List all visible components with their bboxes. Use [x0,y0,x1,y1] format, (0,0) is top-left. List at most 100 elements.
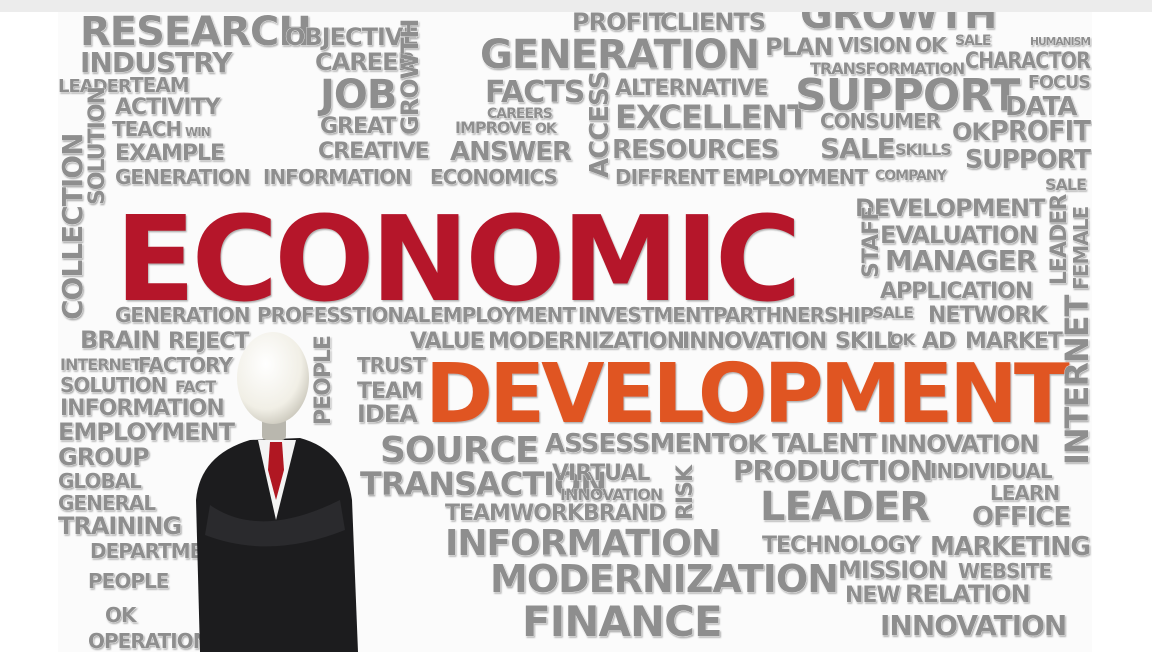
word: RESEARCH [80,9,311,55]
word: TEAM [357,379,422,404]
word: COMPANY [875,168,948,184]
word: AD [922,329,956,354]
word: SALE [872,303,913,322]
word: SALE [820,132,895,165]
word: BRAIN [80,326,159,354]
word: OFFICE [972,502,1070,532]
word: GROUP [58,443,149,471]
word: VALUE [410,329,484,354]
word: ALTERNATIVE [615,76,767,101]
word: PEOPLE [311,336,336,425]
word: OPERATION [88,629,208,652]
word: EMPLOYMENT [58,418,236,446]
word: SALE [1045,175,1086,194]
word: STAFF [859,207,884,278]
word: ASSESSMENT [545,429,730,459]
word: DATA [1005,92,1077,122]
word: TRUST [357,353,427,377]
word: GREAT [320,114,396,139]
word: FOCUS [1028,72,1090,93]
word: PLAN [765,33,833,61]
word: CREATIVE [318,139,429,164]
word: EMPLOYMENT [430,303,576,327]
word: INFORMATION [445,523,720,564]
word: NEW [845,583,900,608]
word: LEADER [1047,194,1072,285]
word: MARKETING [930,532,1090,562]
word: FINANCE [522,597,722,646]
word: CONSUMER [820,109,941,133]
word: OK [952,118,991,146]
word: IDEA [357,400,418,428]
word: TRAINING [58,512,181,540]
word: JOB [317,72,396,118]
word: INDIVIDUAL [930,459,1053,483]
businessman [196,332,358,652]
word: TEACH [112,117,181,141]
tie [268,442,284,500]
word: HUMANISM [1030,35,1090,48]
word: INFORMATION [60,396,224,421]
word: ECONOMIC [115,190,798,328]
word: PROFESSTIONAL [257,303,431,327]
word: SUPPORT [795,70,1020,121]
word: REJECT [168,329,249,354]
word: ECONOMICS [430,165,557,189]
word: NETWORK [928,303,1048,328]
word: VISION [838,33,911,57]
word: INNOVATION [880,609,1066,642]
word: FEMALE [1069,207,1093,290]
word: TECHNOLOGY [762,533,921,558]
word: CAREER [315,48,415,76]
word: MODERNIZATION [488,329,684,354]
word: PRODUCTION [733,454,932,487]
word: CLIENTS [660,8,765,36]
word: INNOVATION [880,430,1038,458]
word: CAREERS [487,106,553,122]
word: LEADER [760,484,929,530]
word: PROFIT [990,114,1091,147]
word: INDUSTRY [80,46,233,79]
word: SOLUTION [60,373,167,397]
word: SKILLS [895,140,951,159]
word: GENERATION [480,32,759,78]
crossed-arms [205,500,345,547]
word: TALENT [772,429,877,459]
word: TRANSACTION [360,465,606,503]
word: ACCESS [585,72,615,178]
word: GENERATION [115,303,250,327]
word: TEAMWORK [445,501,585,526]
word: EXCELLENT [615,98,809,136]
word: COLLECTION [56,134,89,320]
word: OK [915,33,948,57]
word: GENERAL [58,491,156,515]
word: RESOURCES [612,135,778,165]
word: ACTIVITY [115,95,222,120]
word: PEOPLE [88,569,169,593]
word: MANAGER [885,244,1037,277]
word: OK [728,430,767,458]
word: IMPROVE [455,118,530,137]
light-bulb [237,332,309,424]
word: ANSWER [450,137,572,167]
word: SOURCE [380,430,539,471]
word: INVESTMENT [578,303,715,327]
word: LEARN [990,481,1059,505]
word: SOLUTION [85,87,110,205]
word: CHARACTOR [965,49,1091,74]
word: SKILL [835,329,900,354]
word: APPLICATION [880,279,1032,304]
word: WEBSITE [958,559,1051,583]
word: SUPPORT [965,145,1091,175]
word: SALE [955,33,991,49]
word: GROWTH [396,19,424,135]
word: INTERNET [1058,294,1096,465]
word: OK [535,121,558,137]
word: PARTHNERSHIP [713,303,874,327]
word: INNOVATION [682,329,826,354]
word: FACTS [485,75,584,110]
word: MODERNIZATION [490,557,838,601]
word: GENERATION [115,165,250,189]
